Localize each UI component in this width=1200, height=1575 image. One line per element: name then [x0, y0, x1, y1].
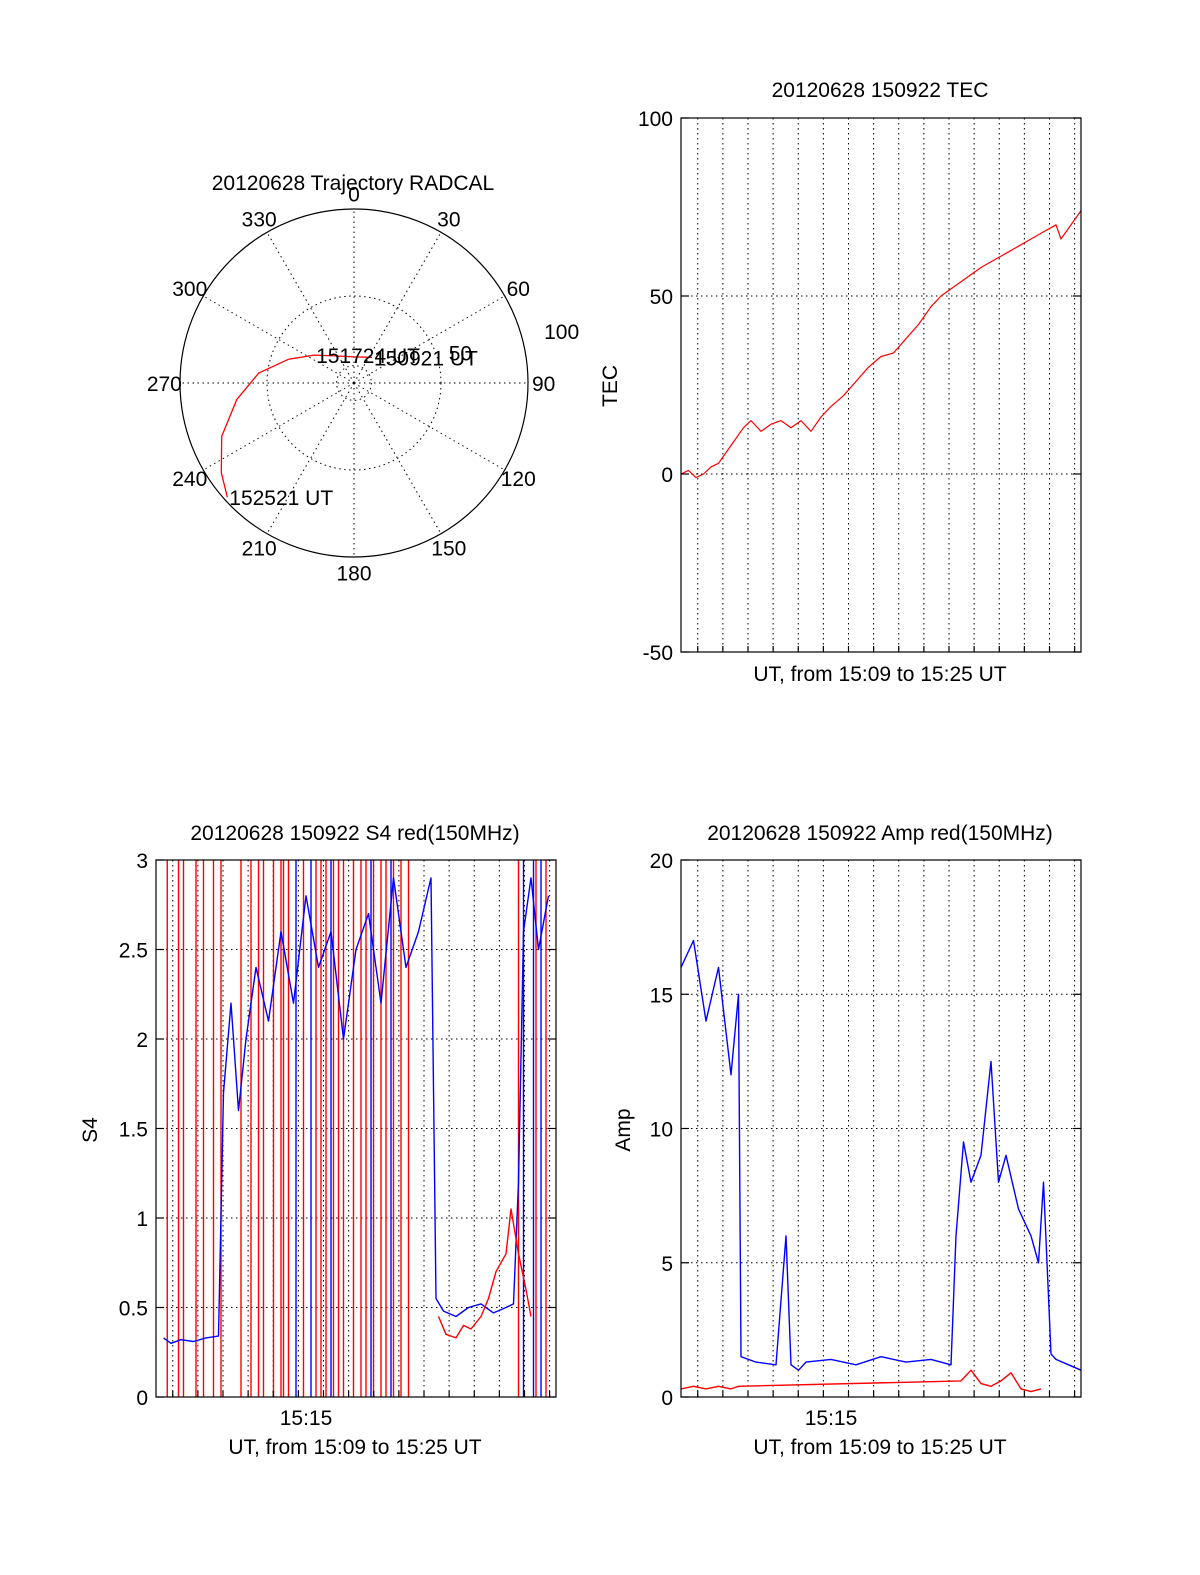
polar-ring	[336, 365, 372, 401]
y-tick-label: 10	[650, 1119, 673, 1142]
y-tick-label: 0.5	[119, 1298, 148, 1321]
tec-xlabel: UT, from 15:09 to 15:25 UT	[753, 663, 1006, 686]
y-tick-label: 2.5	[119, 940, 148, 963]
azimuth-tick-label: 300	[172, 278, 207, 301]
azimuth-tick-label: 0	[348, 183, 360, 206]
s4-title: 20120628 150922 S4 red(150MHz)	[190, 822, 519, 845]
polar-spoke	[353, 382, 505, 471]
trajectory-polar-panel: 20120628 Trajectory RADCAL 0 30 60 90 120 150…	[147, 172, 579, 586]
polar-spoke	[203, 382, 355, 471]
tec-panel: 20120628 150922 TEC UT, from 15:09 to 15…	[599, 79, 1082, 686]
amp-title: 20120628 150922 Amp red(150MHz)	[707, 822, 1053, 845]
azimuth-tick-label: 30	[437, 209, 460, 232]
azimuth-tick-label: 180	[336, 563, 371, 586]
red-series-line	[680, 210, 1082, 479]
radial-tick-label: 100	[544, 321, 579, 344]
trajectory-title: 20120628 Trajectory RADCAL	[212, 172, 495, 195]
y-tick-label: 100	[638, 108, 673, 131]
polar-spoke	[266, 382, 355, 534]
polar-ring	[266, 295, 442, 471]
y-tick-label: 20	[650, 850, 673, 873]
polar-spoke	[353, 295, 505, 384]
tec-ylabel: TEC	[599, 365, 622, 407]
blue-series-line	[680, 939, 1082, 1371]
tec-plot-area: -50 0 50 100	[638, 108, 1082, 665]
y-tick-label: 0	[661, 1387, 673, 1410]
azimuth-tick-label: 330	[242, 209, 277, 232]
x-tick-label: 15:15	[805, 1407, 858, 1430]
trajectory-time-label: 152521 UT	[229, 487, 333, 510]
azimuth-tick-label: 210	[242, 537, 277, 560]
amp-ylabel: Amp	[612, 1108, 635, 1151]
s4-plot-area: 0 0.5 1 1.5 2 2.5 3 15:15	[119, 850, 557, 1430]
red-series-line	[680, 1369, 1042, 1393]
y-tick-label: 1.5	[119, 1119, 148, 1142]
s4-xlabel: UT, from 15:09 to 15:25 UT	[228, 1436, 481, 1459]
azimuth-tick-label: 90	[532, 373, 555, 396]
trajectory-time-label: 150921 UT	[374, 347, 478, 370]
plot-frame	[680, 117, 1082, 653]
y-tick-label: 0	[661, 464, 673, 487]
polar-spoke	[353, 232, 442, 384]
y-tick-label: 0	[136, 1387, 148, 1410]
trajectory-time-label: 151724 UT	[316, 345, 420, 368]
y-tick-label: -50	[643, 642, 673, 665]
radial-tick-label: 50	[449, 342, 472, 365]
trajectory-plot-area: 0 30 60 90 120 150 180 210 240 270 300 330 50 100 1509…	[147, 183, 579, 585]
amp-xlabel: UT, from 15:09 to 15:25 UT	[753, 1436, 1006, 1459]
amp-plot-area: 0 5 10 15 20 15:15	[650, 850, 1082, 1430]
amp-panel: 20120628 150922 Amp red(150MHz) UT, from…	[612, 822, 1082, 1459]
red-series-line	[437, 1208, 532, 1339]
x-tick-label: 15:15	[280, 1407, 333, 1430]
y-tick-label: 3	[136, 850, 148, 873]
trajectory-line	[220, 354, 373, 498]
polar-spoke	[203, 295, 355, 384]
azimuth-tick-label: 150	[431, 537, 466, 560]
azimuth-tick-label: 240	[172, 468, 207, 491]
polar-outer-ring	[179, 208, 529, 558]
y-tick-label: 2	[136, 1029, 148, 1052]
s4-ylabel: S4	[79, 1117, 102, 1143]
y-tick-label: 15	[650, 984, 673, 1007]
y-tick-label: 50	[650, 286, 673, 309]
azimuth-tick-label: 60	[507, 278, 530, 301]
tec-title: 20120628 150922 TEC	[772, 79, 989, 102]
y-tick-label: 1	[136, 1208, 148, 1231]
polar-spoke	[353, 382, 442, 534]
y-tick-label: 5	[661, 1253, 673, 1276]
s4-panel: 20120628 150922 S4 red(150MHz) UT, from …	[79, 822, 557, 1459]
azimuth-tick-label: 120	[501, 468, 536, 491]
azimuth-tick-label: 270	[147, 373, 182, 396]
polar-spoke	[266, 232, 355, 384]
blue-series-line	[163, 877, 550, 1344]
